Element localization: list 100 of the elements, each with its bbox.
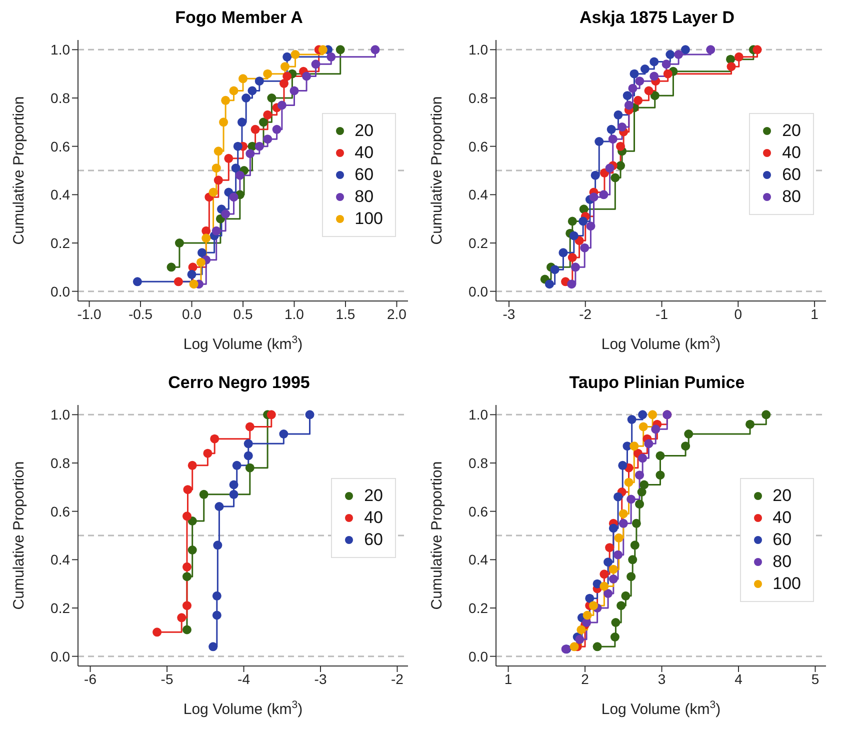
point	[622, 91, 632, 100]
point	[182, 512, 192, 521]
x-tick-label: -5	[160, 670, 174, 687]
point	[662, 60, 671, 69]
point	[762, 410, 771, 420]
point	[558, 248, 568, 258]
y-tick-label: 0.2	[50, 234, 70, 251]
point	[632, 518, 641, 528]
point	[282, 72, 292, 81]
point	[650, 57, 659, 66]
point	[611, 618, 620, 627]
point	[592, 642, 602, 652]
point	[183, 485, 192, 494]
point	[370, 45, 380, 54]
point	[212, 226, 221, 236]
point	[605, 164, 614, 173]
point	[221, 96, 230, 105]
x-tick-label: -1	[656, 306, 668, 322]
point	[235, 170, 244, 180]
point	[614, 110, 623, 120]
point	[302, 72, 312, 81]
x-tick-label: -3	[502, 306, 516, 322]
point	[174, 238, 184, 248]
legend-label: 20	[782, 120, 801, 142]
point	[608, 574, 618, 584]
x-tick-label: 0.5	[233, 306, 253, 322]
x-tick-label: 5	[811, 670, 820, 687]
point	[600, 570, 609, 579]
point	[212, 610, 222, 620]
point	[648, 410, 658, 420]
point	[635, 470, 644, 480]
point	[208, 642, 218, 652]
legend-label: 40	[364, 507, 383, 529]
point	[608, 524, 618, 533]
legend-label: 80	[772, 551, 792, 573]
point	[279, 430, 288, 438]
point	[182, 562, 192, 572]
point	[618, 509, 628, 518]
point	[590, 170, 600, 180]
point	[618, 460, 628, 470]
point	[638, 410, 648, 420]
point	[638, 422, 648, 432]
point	[608, 134, 618, 144]
point	[644, 439, 654, 448]
y-tick-label: 1.0	[50, 42, 70, 58]
legend-label: 80	[354, 186, 374, 208]
y-axis-title: Cumulative Proportion	[428, 461, 446, 610]
point	[212, 591, 222, 600]
point	[224, 154, 234, 163]
y-axis-title: Cumulative Proportion	[10, 96, 28, 245]
point	[589, 192, 598, 202]
point	[244, 451, 253, 460]
point	[152, 628, 162, 637]
point	[214, 176, 223, 185]
point	[608, 564, 618, 574]
point	[229, 86, 238, 96]
point	[214, 502, 224, 511]
point	[242, 94, 251, 102]
point	[618, 122, 627, 132]
point	[746, 420, 755, 429]
x-axis-title: Log Volume (km$^{3}$)	[183, 699, 303, 718]
point	[582, 618, 592, 627]
point	[263, 110, 272, 120]
x-tick-label: 2.0	[386, 306, 407, 322]
point	[585, 594, 594, 603]
point	[628, 555, 638, 564]
point	[578, 216, 588, 226]
x-tick-label: -4	[238, 670, 250, 687]
point	[258, 118, 268, 127]
point	[630, 69, 639, 78]
legend-label: 40	[354, 142, 374, 164]
point	[318, 45, 328, 54]
point	[635, 500, 644, 509]
point	[640, 64, 650, 74]
point	[214, 146, 223, 156]
point	[752, 45, 762, 54]
y-tick-label: 0.2	[468, 600, 488, 616]
point	[616, 142, 626, 151]
point	[187, 270, 196, 279]
x-tick-label: 0.0	[182, 306, 202, 322]
y-tick-label: 0.8	[50, 90, 70, 106]
chart-title: Fogo Member A	[174, 8, 304, 29]
point	[576, 625, 586, 634]
point	[208, 188, 218, 197]
point	[282, 52, 292, 62]
point	[229, 192, 238, 202]
y-tick-label: 1.0	[50, 406, 70, 423]
point	[666, 50, 675, 59]
y-tick-label: 0.8	[468, 90, 488, 106]
point	[638, 454, 648, 463]
point	[166, 262, 176, 272]
point	[634, 96, 643, 105]
legend-label: 60	[354, 164, 374, 186]
y-tick-label: 0.2	[50, 600, 70, 616]
point	[630, 442, 639, 451]
point	[635, 76, 644, 86]
y-tick-label: 0.8	[50, 454, 70, 471]
point	[626, 572, 636, 582]
point	[277, 100, 286, 110]
point	[237, 118, 246, 127]
